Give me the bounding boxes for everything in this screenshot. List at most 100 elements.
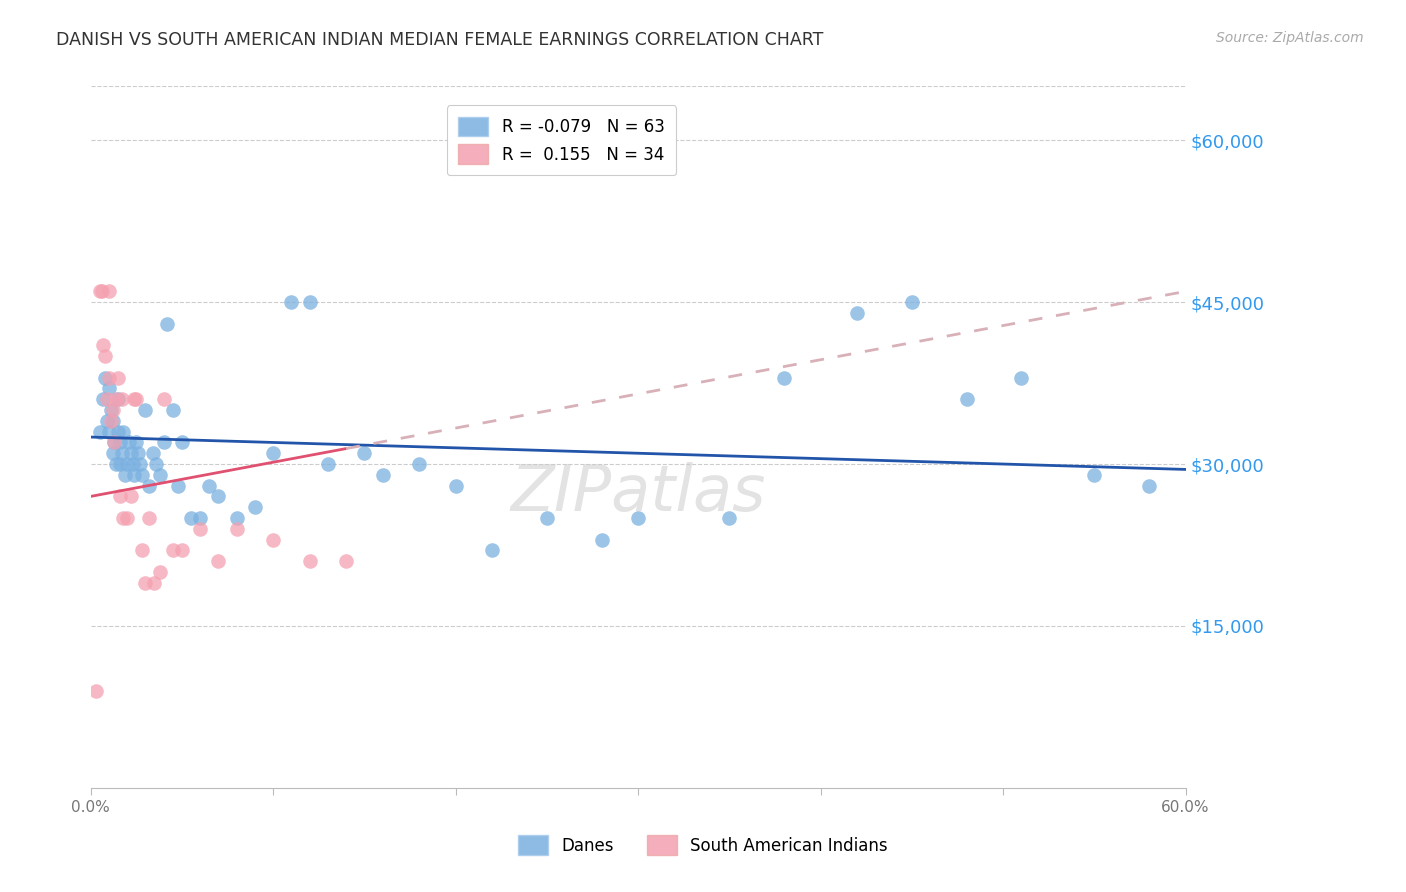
Point [1137,478,1160,492]
Point [89,425,111,439]
Point [93,392,115,407]
Point [118,435,141,450]
Point [90,285,112,299]
Point [107,370,129,384]
Point [152,392,174,407]
Point [243,500,266,515]
Point [111,392,134,407]
Point [107,392,129,407]
Point [188,511,211,525]
Point [335,554,357,568]
Point [100,414,122,428]
Point [1083,467,1105,482]
Point [207,554,229,568]
Point [138,478,160,492]
Legend: R = -0.079   N = 63, R =  0.155   N = 34: R = -0.079 N = 63, R = 0.155 N = 34 [447,105,676,176]
Point [262,533,284,547]
Point [262,446,284,460]
Point [188,522,211,536]
Point [108,435,131,450]
Point [156,317,179,331]
Point [149,565,172,579]
Point [198,478,221,492]
Point [127,446,149,460]
Point [207,490,229,504]
Point [108,457,131,471]
Legend: Danes, South American Indians: Danes, South American Indians [512,829,894,862]
Point [901,295,924,310]
Text: DANISH VS SOUTH AMERICAN INDIAN MEDIAN FEMALE EARNINGS CORRELATION CHART: DANISH VS SOUTH AMERICAN INDIAN MEDIAN F… [56,31,824,49]
Point [105,457,128,471]
Point [94,349,117,363]
Point [152,435,174,450]
Point [316,457,339,471]
Point [718,511,741,525]
Text: Source: ZipAtlas.com: Source: ZipAtlas.com [1216,31,1364,45]
Point [536,511,558,525]
Point [170,543,193,558]
Point [97,425,120,439]
Point [103,435,125,450]
Point [120,490,142,504]
Point [149,467,172,482]
Point [298,554,321,568]
Point [84,683,107,698]
Point [103,435,125,450]
Point [96,414,118,428]
Point [114,467,136,482]
Point [94,370,117,384]
Point [162,403,184,417]
Point [107,425,129,439]
Point [101,414,124,428]
Point [371,467,394,482]
Point [444,478,467,492]
Point [121,457,143,471]
Point [125,392,148,407]
Point [481,543,503,558]
Point [773,370,796,384]
Point [115,457,138,471]
Point [846,306,869,320]
Point [97,370,120,384]
Point [115,511,138,525]
Point [89,285,111,299]
Point [627,511,650,525]
Point [225,511,247,525]
Point [124,467,146,482]
Point [162,543,184,558]
Point [280,295,302,310]
Point [97,382,120,396]
Point [108,490,131,504]
Point [96,392,118,407]
Point [955,392,977,407]
Point [353,446,375,460]
Point [105,392,128,407]
Point [298,295,321,310]
Point [138,511,160,525]
Point [112,511,135,525]
Point [591,533,613,547]
Point [120,446,142,460]
Point [170,435,193,450]
Point [100,403,122,417]
Point [128,457,150,471]
Point [125,435,148,450]
Point [131,543,153,558]
Text: ZIPatlas: ZIPatlas [510,462,766,524]
Point [101,446,124,460]
Point [134,575,156,590]
Point [111,446,134,460]
Point [225,522,247,536]
Point [143,575,166,590]
Point [167,478,190,492]
Point [1010,370,1032,384]
Point [145,457,167,471]
Point [112,425,135,439]
Point [101,403,124,417]
Point [93,338,115,352]
Point [134,403,156,417]
Point [124,392,146,407]
Point [142,446,165,460]
Point [131,467,153,482]
Point [408,457,430,471]
